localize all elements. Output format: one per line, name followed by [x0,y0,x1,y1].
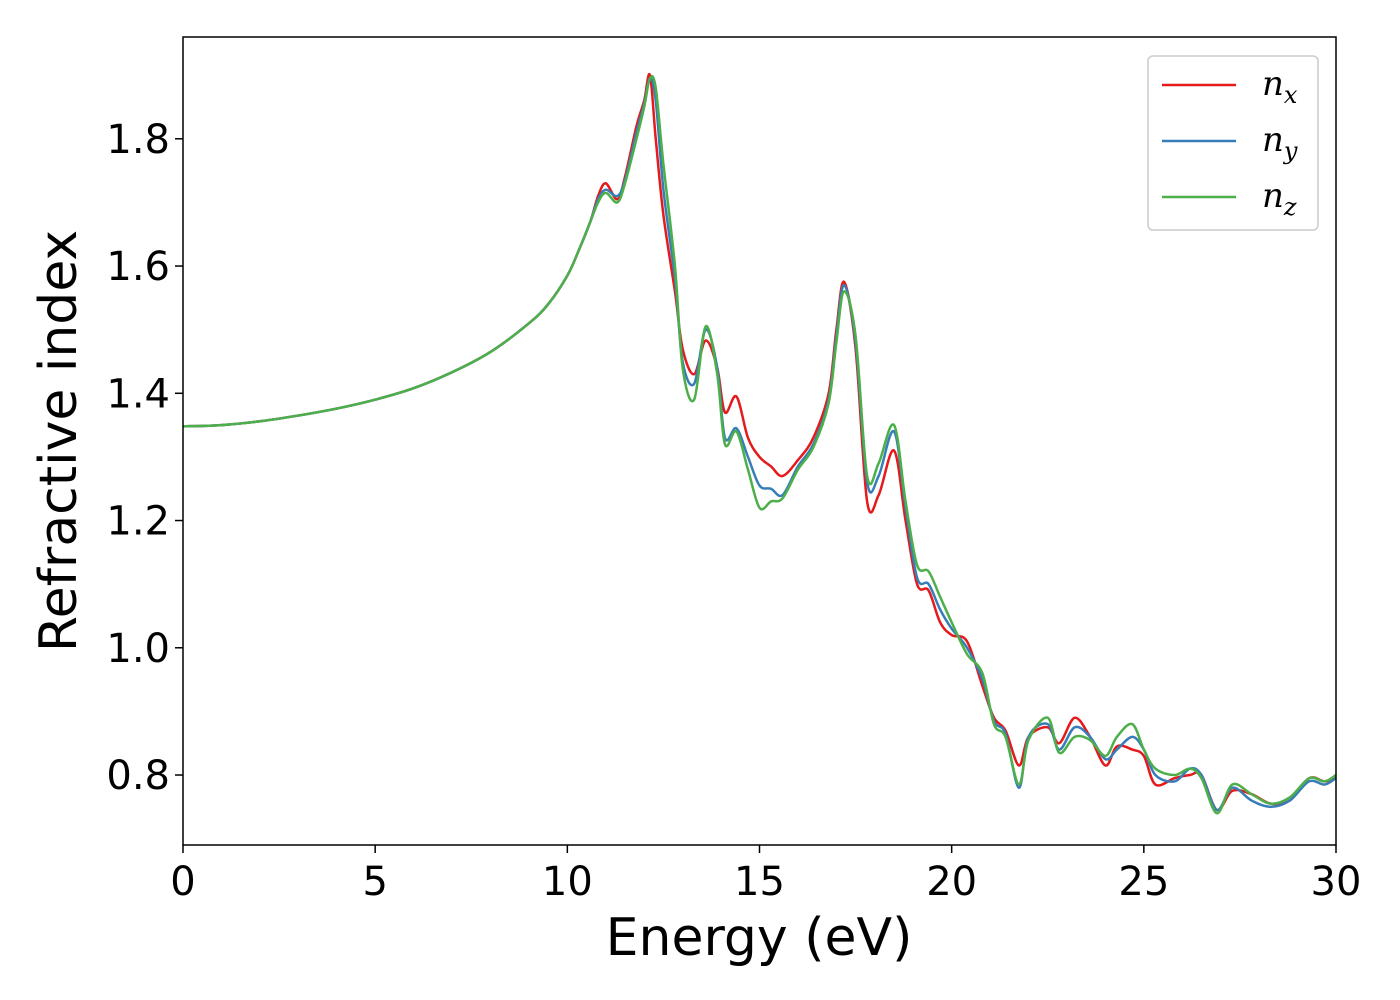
series-line-z [182,74,1337,815]
legend-box [1147,55,1319,231]
y-tick-label: 1.2 [106,499,170,545]
legend-label-y: ny [1262,120,1298,165]
y-tick-label: 1.4 [106,371,170,417]
legend-label-x: nx [1262,64,1298,109]
legend-label-z: nz [1262,176,1297,221]
x-tick-label: 20 [926,859,977,905]
x-tick-label: 30 [1311,859,1362,905]
y-tick-label: 1.0 [106,626,170,672]
y-axis-title: Refractive index [29,230,89,652]
x-axis-title: Energy (eV) [606,908,913,968]
x-tick-label: 0 [170,859,195,905]
y-tick-label: 1.8 [106,117,170,163]
ticks-layer: 0 5 10 15 20 25 30 0.8 1.0 1.2 1.4 1.6 1.8 [106,117,1361,905]
y-tick-label: 1.6 [106,244,170,290]
x-tick-label: 25 [1118,859,1169,905]
x-tick-label: 5 [362,859,387,905]
y-tick-label: 0.8 [106,753,170,799]
legend: nx ny nz [1147,55,1319,231]
x-tick-label: 10 [542,859,593,905]
x-tick-label: 15 [734,859,785,905]
series-layer [182,72,1337,815]
